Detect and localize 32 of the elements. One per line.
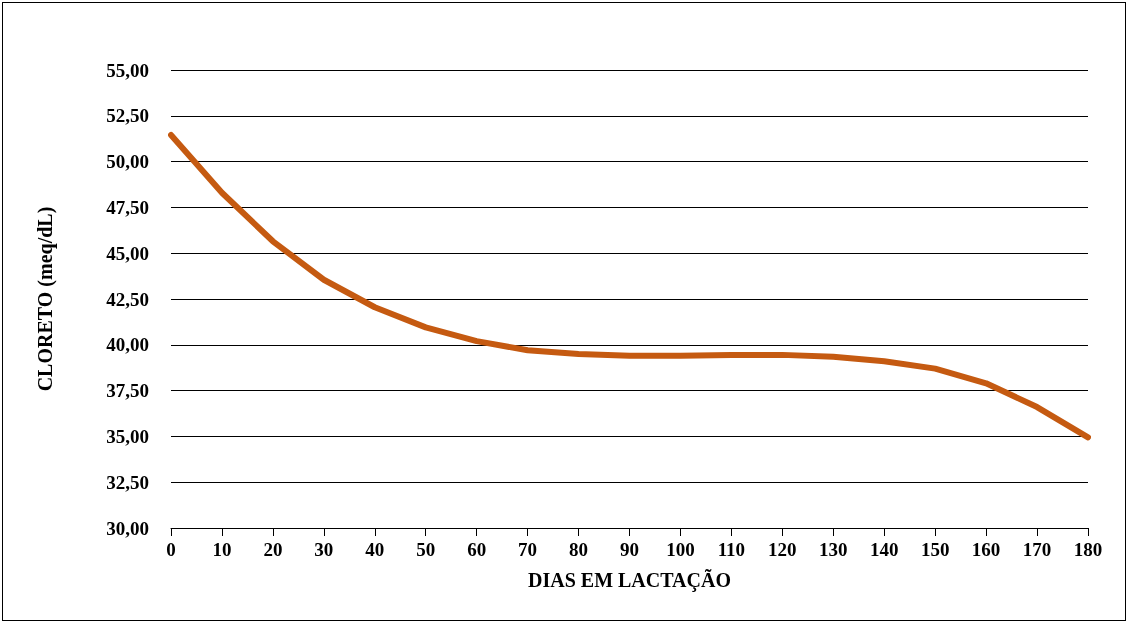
x-tick-label: 80	[569, 539, 589, 560]
y-tick-label: 55,00	[106, 59, 149, 81]
y-tick-label: 42,50	[106, 288, 149, 310]
x-tick-label: 100	[666, 539, 695, 560]
x-tick-label: 30	[314, 539, 334, 560]
x-tick-label: 120	[768, 539, 797, 560]
y-tick-label: 45,00	[106, 242, 149, 264]
y-tick-label: 32,50	[106, 471, 149, 493]
x-tick-label: 10	[212, 539, 232, 560]
y-tick-label: 30,00	[106, 517, 149, 539]
x-tick-label: 160	[971, 539, 1001, 560]
x-tick-label: 140	[869, 539, 899, 560]
x-tick-label: 60	[467, 539, 487, 560]
x-axis-title: DIAS EM LACTAÇÃO	[528, 569, 731, 592]
y-tick-label: 52,50	[106, 105, 149, 127]
x-tick-label: 70	[518, 539, 538, 560]
x-tick-label: 130	[819, 539, 848, 560]
x-tick-label: 40	[365, 539, 385, 560]
x-tick-label: 110	[717, 539, 746, 560]
y-tick-label: 37,50	[106, 380, 149, 402]
y-tick-label: 35,00	[106, 425, 149, 447]
y-tick-label: 50,00	[106, 151, 149, 173]
x-tick-label: 180	[1073, 539, 1103, 560]
y-axis-title: CLORETO (meq/dL)	[34, 206, 57, 392]
x-tick-label: 50	[416, 539, 436, 560]
y-tick-label: 40,00	[106, 334, 149, 356]
x-tick-label: 170	[1022, 539, 1052, 560]
x-tick-label: 20	[263, 539, 283, 560]
x-tick-label: 0	[166, 539, 176, 560]
y-tick-label: 47,50	[106, 196, 149, 218]
x-tick-label: 150	[920, 539, 950, 560]
x-tick-label: 90	[620, 539, 639, 560]
